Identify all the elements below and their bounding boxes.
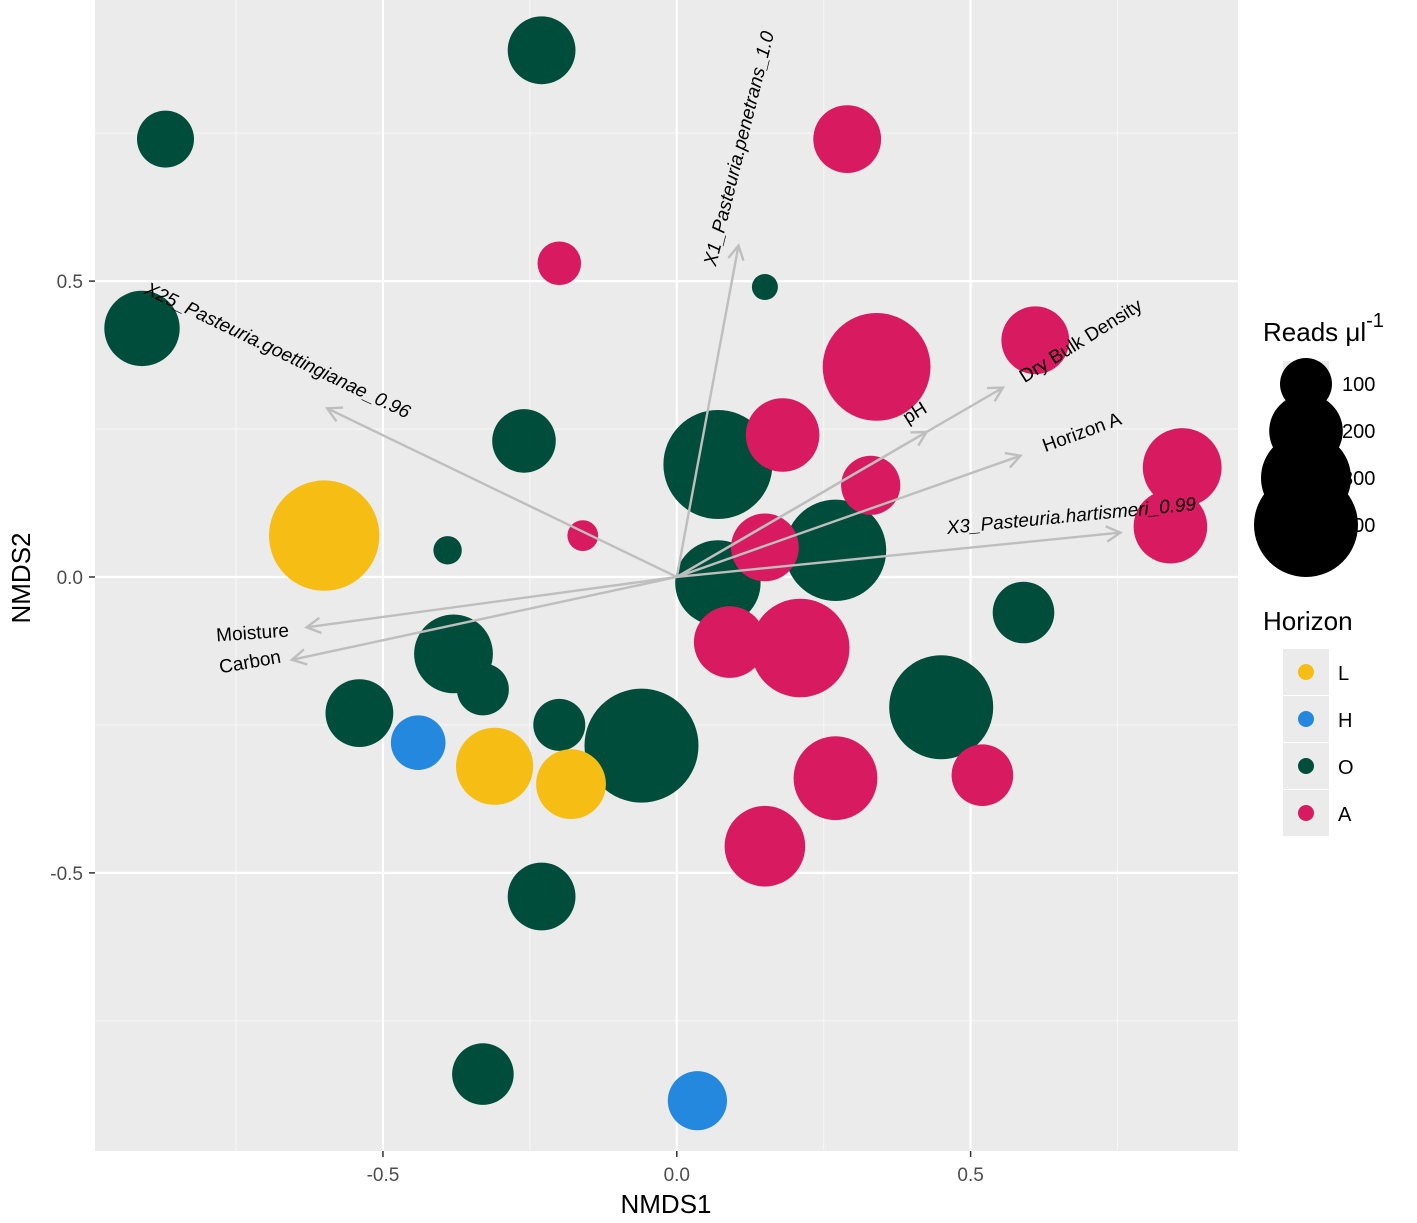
color-legend-label: O (1338, 757, 1354, 779)
color-legend-dot-O (1298, 758, 1314, 774)
point-horizon-O (325, 679, 394, 747)
point-horizon-O (507, 862, 576, 931)
point-horizon-A (693, 606, 766, 678)
color-legend-label: A (1338, 804, 1352, 826)
point-horizon-O (452, 1043, 514, 1105)
point-horizon-H (667, 1071, 728, 1131)
point-horizon-O (784, 499, 887, 601)
point-horizon-O (433, 536, 462, 565)
color-legend-dot-A (1298, 805, 1314, 821)
point-horizon-O (507, 16, 576, 85)
point-horizon-A (793, 736, 878, 821)
vector-label: Moisture (216, 620, 290, 646)
vector-line (676, 430, 928, 579)
point-horizon-O (663, 410, 773, 519)
y-tick-label: 0.0 (57, 568, 83, 589)
size-legend-title-superscript: -1 (1366, 310, 1384, 332)
vector-line (676, 531, 1121, 579)
point-horizon-A (750, 598, 850, 698)
y-axis-title: NMDS2 (6, 532, 36, 623)
x-tick-label: 0.5 (957, 1165, 983, 1186)
vector-line (326, 407, 678, 579)
point-horizon-L (456, 727, 534, 805)
color-legend-title: Horizon (1263, 606, 1353, 636)
vector-line (306, 575, 677, 629)
x-tick-label: -0.5 (367, 1165, 400, 1186)
vector-arrowhead (986, 386, 1006, 402)
point-horizon-O (137, 110, 194, 168)
point-horizon-A (724, 805, 806, 887)
point-horizon-O (751, 274, 778, 300)
color-legend-dot-L (1298, 664, 1314, 680)
point-horizon-A (1133, 489, 1208, 564)
color-legend-label: H (1338, 710, 1352, 732)
point-horizon-A (841, 455, 901, 515)
vector-arrowhead (1105, 525, 1123, 543)
vector-arrowhead (910, 430, 929, 447)
x-axis-ticks: -0.5 0.0 0.5 (367, 1151, 984, 1186)
point-horizon-O (456, 663, 509, 716)
plot-panel (95, 0, 1238, 1151)
point-horizon-A (822, 313, 931, 421)
point-horizon-A (813, 105, 882, 173)
data-points (104, 16, 1222, 1131)
point-horizon-A (1001, 306, 1070, 375)
vector-arrowhead (289, 648, 308, 666)
point-horizon-A (951, 744, 1014, 806)
size-legend-label: 100 (1342, 374, 1375, 396)
vector-arrowhead (727, 243, 745, 262)
point-horizon-O (584, 688, 699, 803)
point-horizon-A (537, 241, 582, 286)
vector-arrowhead (1004, 451, 1023, 469)
size-legend: Reads μl-1 100 200 300 400 (1254, 310, 1384, 577)
point-horizon-A (745, 398, 820, 472)
major-gridlines (95, 0, 1238, 1151)
point-horizon-L (536, 749, 606, 819)
vector-line (676, 454, 1021, 579)
point-horizon-O (889, 655, 994, 760)
vector-arrowhead (324, 406, 344, 423)
size-legend-label: 300 (1342, 468, 1375, 490)
point-horizon-H (390, 715, 446, 770)
point-horizon-O (492, 409, 556, 473)
y-axis-ticks: -0.5 0.0 0.5 (50, 272, 95, 885)
vector-line (291, 575, 678, 662)
x-axis-title: NMDS1 (620, 1189, 711, 1219)
vector-line (675, 245, 740, 578)
vector-arrowhead (304, 616, 322, 635)
point-horizon-O (992, 581, 1055, 644)
y-tick-label: -0.5 (50, 864, 83, 885)
size-legend-label: 200 (1342, 421, 1375, 443)
size-legend-title: Reads μl-1 (1263, 310, 1384, 347)
point-horizon-A (1142, 428, 1222, 507)
size-legend-label: 400 (1342, 515, 1375, 537)
color-legend-dot-H (1298, 711, 1314, 727)
x-tick-label: 0.0 (664, 1165, 690, 1186)
color-legend-label: L (1338, 663, 1349, 685)
y-tick-label: 0.5 (57, 272, 83, 293)
size-legend-dot (1254, 473, 1358, 577)
point-horizon-A (731, 513, 799, 582)
color-legend: Horizon L H O A (1263, 606, 1354, 836)
point-horizon-O (533, 698, 586, 751)
point-horizon-O (104, 290, 180, 367)
point-horizon-L (269, 480, 380, 591)
